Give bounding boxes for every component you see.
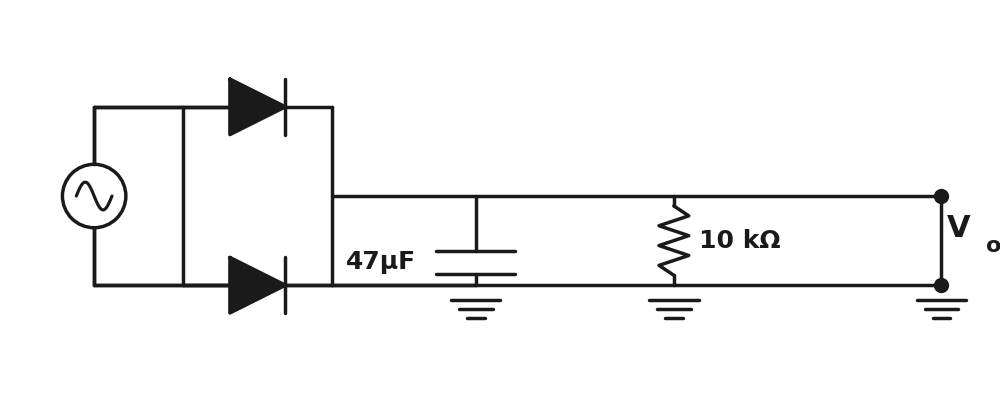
Text: V: V bbox=[946, 214, 970, 243]
Text: o: o bbox=[986, 236, 1000, 255]
Polygon shape bbox=[230, 257, 285, 313]
Text: 10 kΩ: 10 kΩ bbox=[699, 228, 780, 253]
Text: 47μF: 47μF bbox=[346, 250, 416, 274]
Polygon shape bbox=[230, 79, 285, 135]
